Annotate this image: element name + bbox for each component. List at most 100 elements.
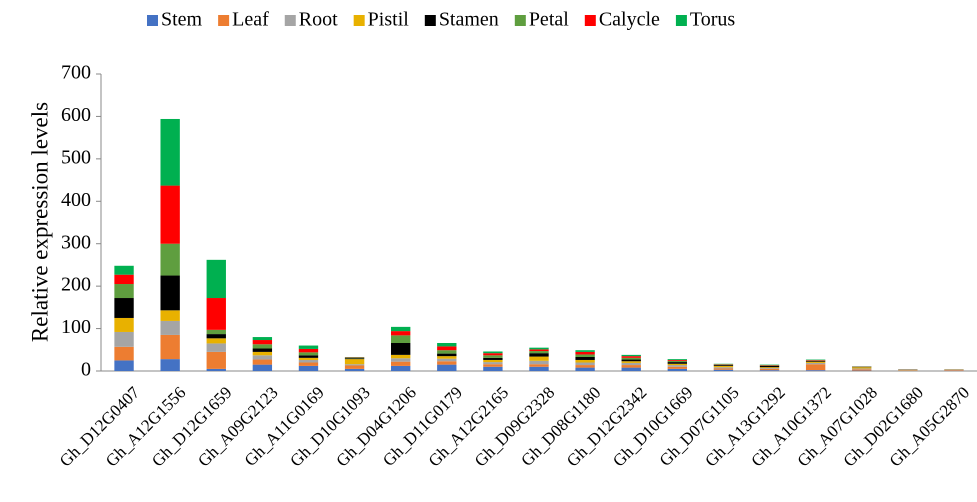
x-tick-label: Gh_A05G2870 <box>886 383 974 471</box>
y-tick-label: 600 <box>61 104 91 126</box>
bar-segment <box>667 366 687 369</box>
bar-segment <box>160 275 180 311</box>
bar-segment <box>852 368 872 370</box>
bar-segment <box>529 356 549 361</box>
bar-segment <box>575 350 595 352</box>
bar-segment <box>114 265 134 275</box>
x-tick-label: Gh_D10G1669 <box>609 383 697 471</box>
bar-segment <box>621 365 641 368</box>
x-tick-label: Gh_A07G1028 <box>793 383 881 471</box>
bar-segment <box>252 348 273 352</box>
bar-segment <box>437 364 457 371</box>
legend-label: Calycle <box>599 9 660 31</box>
x-tick-label: Gh_D12G0407 <box>56 383 144 471</box>
bar-segment <box>437 356 457 359</box>
bar-segment <box>805 370 826 371</box>
x-tick-label: Gh_A09G2123 <box>194 383 282 471</box>
bar-segment <box>667 363 687 366</box>
bar-segment <box>160 310 180 321</box>
bar-segment <box>621 354 641 357</box>
x-tick-label: Gh_D12G2342 <box>563 383 651 471</box>
legend-label: Leaf <box>232 9 269 31</box>
bar-segment <box>114 331 134 347</box>
bar-segment <box>344 358 365 360</box>
bar-segment <box>575 354 595 357</box>
bar-segment <box>713 365 734 366</box>
bar-segment <box>114 284 134 299</box>
legend-label: Root <box>299 9 338 31</box>
bar-segment <box>206 298 226 330</box>
bar-segment <box>391 342 411 355</box>
bar-segment <box>252 351 273 356</box>
bar-segment <box>529 364 549 367</box>
bar-segment <box>713 369 734 371</box>
x-tick-label: Gh_A13G1292 <box>701 383 789 471</box>
bar-segment <box>529 351 549 354</box>
bar-segment <box>621 357 641 360</box>
bar-segment <box>344 364 365 366</box>
legend-label: Pistil <box>368 9 410 31</box>
bar-segment <box>252 355 273 360</box>
x-tick-label: Gh_D10G1093 <box>286 383 374 471</box>
bar-segment <box>483 364 503 367</box>
bar-segment <box>852 369 872 371</box>
bar-segment <box>529 349 549 352</box>
legend-swatch <box>353 15 365 26</box>
bar-segment <box>437 353 457 357</box>
legend-label: Stem <box>161 9 203 31</box>
bar-segment <box>206 338 226 344</box>
bar-segment <box>529 366 549 371</box>
bar-segment <box>206 351 226 369</box>
legend-label: Torus <box>690 9 735 31</box>
bar-segment <box>667 362 687 364</box>
legend-swatch <box>424 15 436 26</box>
bar-segment <box>206 334 226 339</box>
bar-segment <box>437 350 457 354</box>
bar-segment <box>483 362 503 365</box>
bar-segment <box>575 367 595 371</box>
bar-segment <box>344 365 365 369</box>
bar-segment <box>114 274 134 285</box>
bar-segment <box>852 367 872 369</box>
bar-segment <box>483 353 503 356</box>
y-tick-label: 700 <box>61 62 91 84</box>
bar-segment <box>944 370 964 371</box>
legend-swatch <box>284 15 296 26</box>
bar-segment <box>437 346 457 351</box>
bar-segment <box>575 362 595 366</box>
bar-segment <box>160 320 180 335</box>
bar-segment <box>114 346 134 361</box>
bar-segment <box>437 361 457 365</box>
bar-segment <box>713 368 734 370</box>
bar-segment <box>298 348 319 353</box>
legend-swatch <box>584 15 596 26</box>
bar-segment <box>575 365 595 368</box>
bar-segment <box>252 340 273 345</box>
legend-swatch <box>218 15 230 26</box>
bar-segment <box>437 358 457 362</box>
bar-segment <box>252 359 273 365</box>
x-tick-label: Gh_A12G2165 <box>425 383 513 471</box>
bar-segment <box>621 362 641 366</box>
bar-segment <box>529 353 549 357</box>
bar-segment <box>252 337 273 341</box>
x-tick-label: Gh_D08G1180 <box>517 383 604 470</box>
bar-segment <box>483 359 503 363</box>
bar-segment <box>667 359 687 361</box>
bar-segment <box>391 365 411 371</box>
bar-segment <box>667 360 687 363</box>
bar-segment <box>483 355 503 358</box>
bar-segment <box>529 347 549 350</box>
bar-segment <box>483 366 503 371</box>
bar-segment <box>759 368 780 371</box>
bar-segment <box>206 368 226 371</box>
bar-segment <box>667 359 687 360</box>
bar-segment <box>621 356 641 358</box>
y-tick-label: 0 <box>81 359 91 381</box>
bar-segment <box>805 364 826 371</box>
legend-label: Stamen <box>439 9 499 31</box>
bar-segment <box>252 364 273 371</box>
bar-segment <box>160 334 180 360</box>
legend-swatch <box>514 15 526 26</box>
